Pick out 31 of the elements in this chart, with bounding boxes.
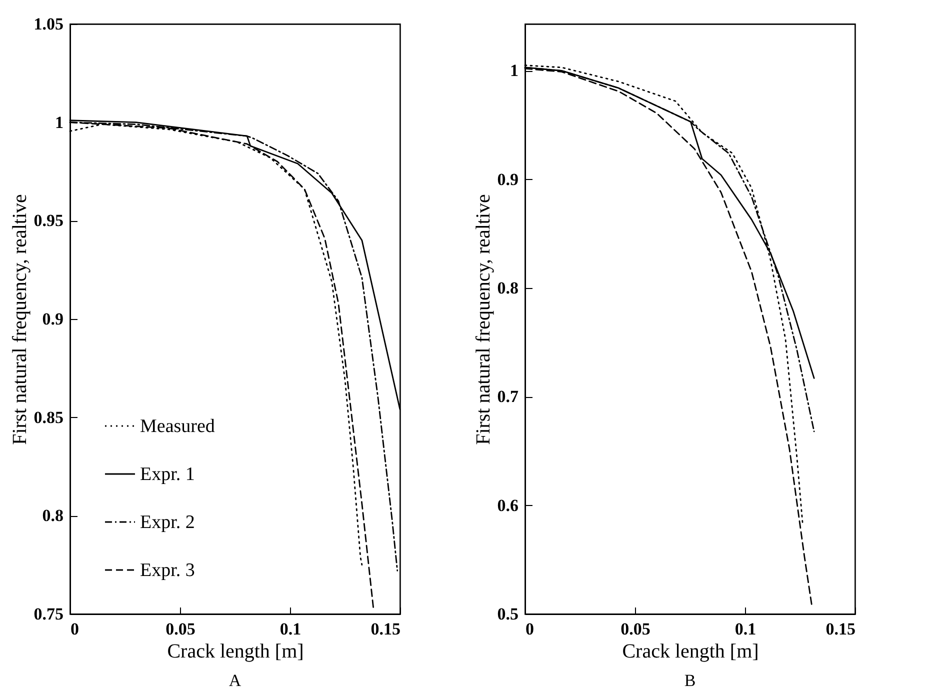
y-axis-title: First natural frequency, realtive [472, 194, 494, 445]
x-axis-title: Crack length [m] [622, 640, 759, 662]
x-tick-label: 0.05 [620, 620, 650, 638]
y-tick-label: 0.9 [42, 310, 64, 328]
y-tick-label: 0.75 [34, 604, 64, 624]
y-tick-label: 0.95 [34, 211, 64, 230]
x-tick-label: 0.1 [280, 620, 302, 638]
x-tick-label: 0.05 [166, 620, 196, 638]
legend-label: Expr. 3 [140, 560, 195, 581]
text: B [684, 671, 696, 690]
legend-label: Expr. 1 [140, 464, 195, 485]
y-tick-label: 1.05 [34, 14, 64, 34]
y-axis-title: First natural frequency, realtive [8, 194, 31, 445]
y-tick-label: 0.85 [34, 408, 64, 427]
legend-label: Measured [140, 416, 216, 437]
x-tick-label: 0.15 [826, 620, 856, 638]
x-tick-label: 0.15 [370, 620, 400, 638]
y-tick-label: 1 [55, 112, 64, 132]
y-tick-label: 0.8 [497, 278, 518, 298]
x-tick-label: 0.1 [734, 620, 756, 638]
y-tick-label: 1 [510, 61, 518, 80]
y-tick-label: 0.9 [497, 170, 518, 189]
y-tick-label: 0.6 [497, 496, 518, 515]
y-tick-label: 0.5 [497, 604, 518, 624]
y-tick-label: 0.8 [42, 506, 64, 526]
x-tick-label: 0 [526, 620, 534, 638]
x-tick-label: 0 [70, 620, 79, 638]
legend-label: Expr. 2 [140, 512, 195, 533]
y-tick-label: 0.7 [497, 387, 519, 406]
x-axis-title: Crack length [m] [167, 640, 304, 662]
text: A [228, 671, 242, 690]
